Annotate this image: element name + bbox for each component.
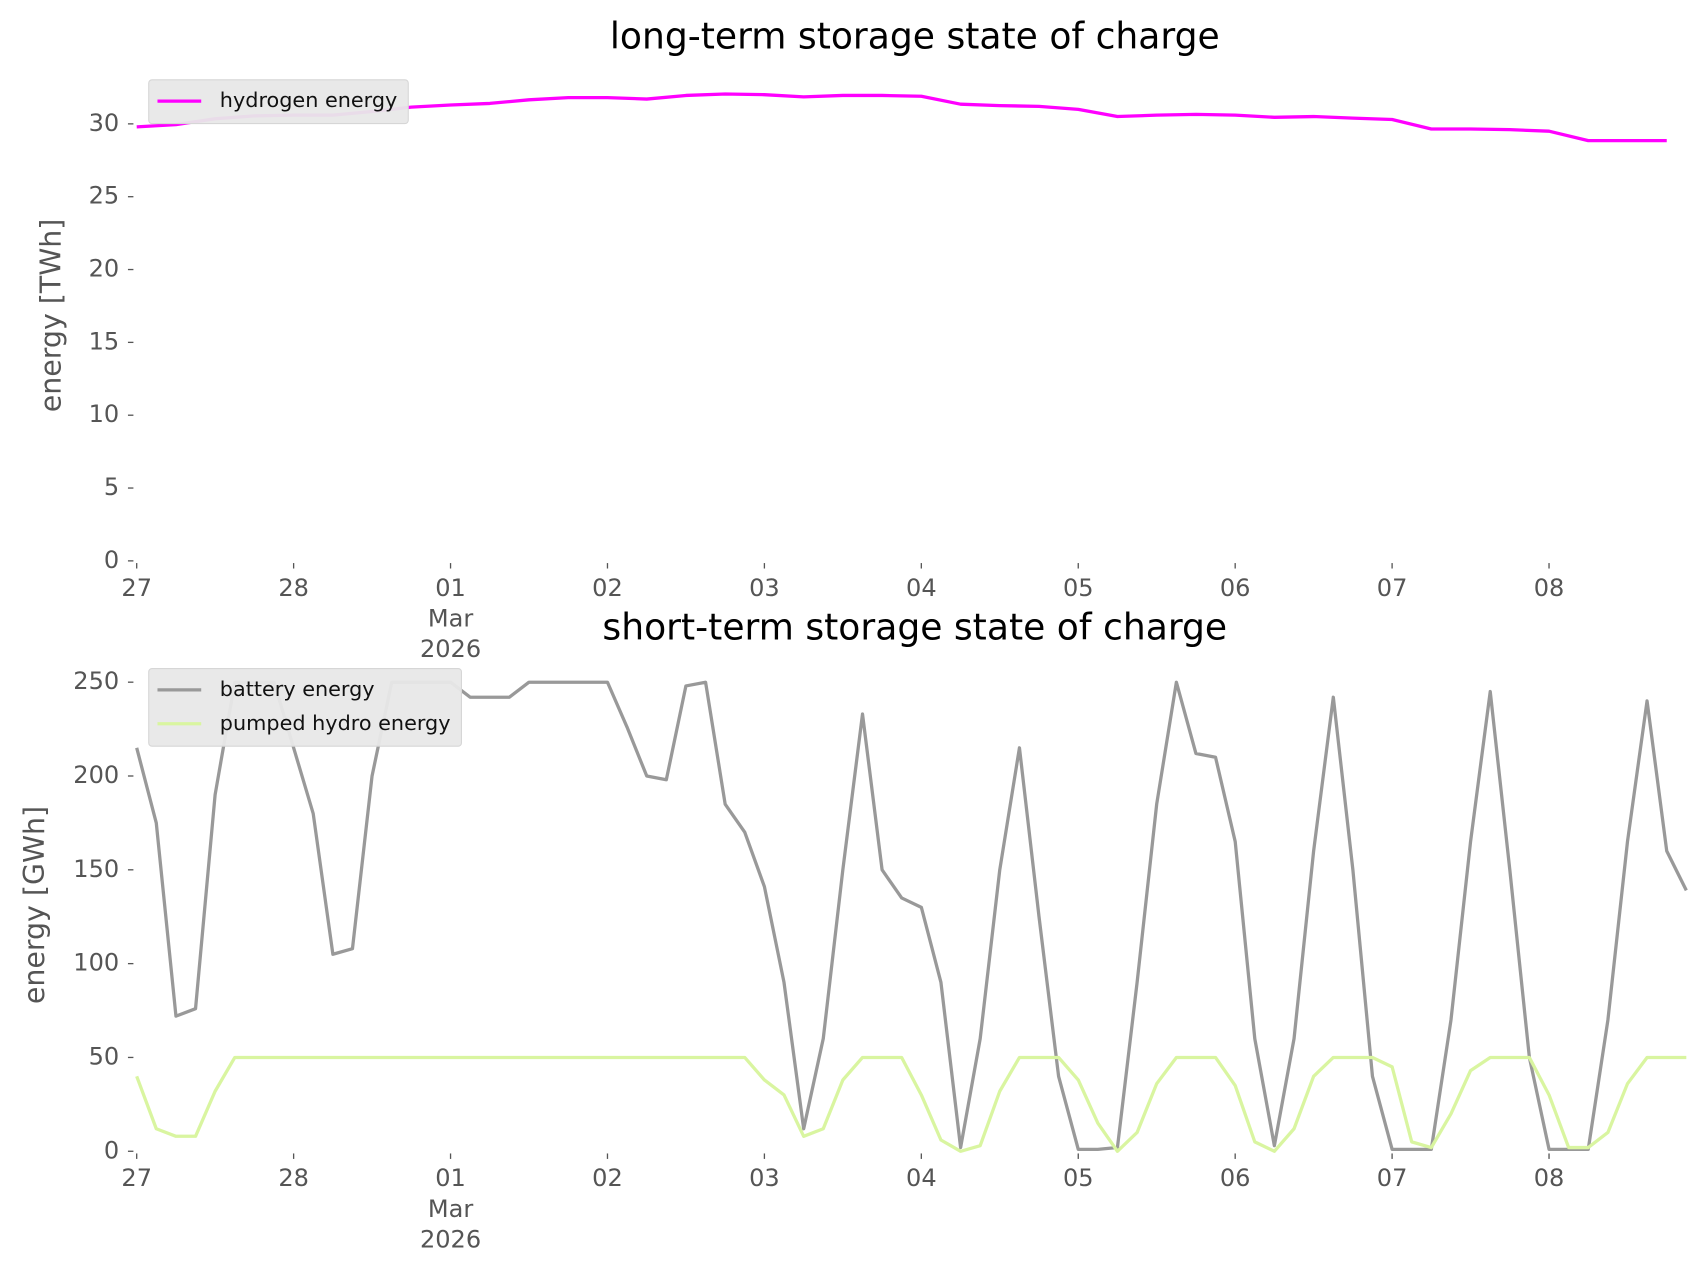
x-tick-label-line: 28 bbox=[278, 1164, 309, 1192]
x-tick-label: 27 bbox=[121, 574, 152, 602]
x-tick-label: 08 bbox=[1534, 574, 1565, 602]
x-tick-label: 06 bbox=[1220, 1164, 1251, 1192]
x-tick-label: 04 bbox=[906, 1164, 937, 1192]
y-tick-label: 30 bbox=[89, 109, 120, 137]
x-tick-label: 27 bbox=[121, 1164, 152, 1192]
x-tick-label-line: 07 bbox=[1377, 1164, 1408, 1192]
x-tick-label: 01 Mar 2026 bbox=[420, 1164, 481, 1253]
y-tick-label: 10 bbox=[89, 400, 120, 428]
x-tick-label: 04 bbox=[906, 574, 937, 602]
x-tick-label-line: 04 bbox=[906, 574, 937, 602]
y-tick-label: 25 bbox=[89, 182, 120, 210]
y-tick-label: 100 bbox=[73, 949, 119, 977]
x-tick-label: 02 bbox=[592, 1164, 623, 1192]
series-line bbox=[135, 1055, 1687, 1153]
x-tick-label: 28 bbox=[278, 574, 309, 602]
x-tick-label: 03 bbox=[749, 574, 780, 602]
x-tick-label: 08 bbox=[1534, 1164, 1565, 1192]
chart-title: short-term storage state of charge bbox=[602, 607, 1227, 649]
x-tick-label-line: 2026 bbox=[420, 635, 481, 663]
y-tick-label: 0 bbox=[104, 1136, 119, 1164]
y-tick-label: 20 bbox=[89, 255, 120, 283]
x-tick-label: 06 bbox=[1220, 574, 1251, 602]
x-tick-label: 28 bbox=[278, 1164, 309, 1192]
y-tick-label: 50 bbox=[89, 1042, 120, 1070]
x-tick-label: 07 bbox=[1377, 574, 1408, 602]
x-tick-label: 05 bbox=[1063, 1164, 1094, 1192]
x-tick-label-line: 05 bbox=[1063, 574, 1094, 602]
y-tick-label: 0 bbox=[104, 546, 119, 574]
x-tick-label: 03 bbox=[749, 1164, 780, 1192]
legend-label: pumped hydro energy bbox=[220, 711, 451, 735]
legend-label: hydrogen energy bbox=[220, 88, 398, 112]
y-tick-label: 200 bbox=[73, 761, 119, 789]
x-tick-label: 01 Mar 2026 bbox=[420, 574, 481, 663]
x-tick-label-line: 27 bbox=[121, 574, 152, 602]
legend-label: battery energy bbox=[220, 677, 375, 701]
legend-box bbox=[148, 668, 463, 747]
x-tick-label-line: 06 bbox=[1220, 574, 1251, 602]
legend-box bbox=[148, 79, 409, 125]
x-tick-label-line: 06 bbox=[1220, 1164, 1251, 1192]
y-tick-label: 15 bbox=[89, 327, 120, 355]
y-axis-label: energy [GWh] bbox=[18, 806, 51, 1004]
x-tick-label-line: 02 bbox=[592, 1164, 623, 1192]
x-tick-label-line: Mar bbox=[428, 1195, 473, 1223]
x-tick-label-line: 28 bbox=[278, 574, 309, 602]
y-axis-label: energy [TWh] bbox=[34, 219, 67, 413]
y-tick-label: 5 bbox=[104, 473, 119, 501]
x-tick-label-line: 03 bbox=[749, 574, 780, 602]
x-tick-label-line: Mar bbox=[428, 604, 473, 632]
x-tick-label-line: 01 bbox=[435, 574, 466, 602]
x-tick-label-line: 2026 bbox=[420, 1225, 481, 1253]
x-tick-label: 02 bbox=[592, 574, 623, 602]
x-tick-label: 05 bbox=[1063, 574, 1094, 602]
x-tick-label-line: 08 bbox=[1534, 1164, 1565, 1192]
chart-title: long-term storage state of charge bbox=[610, 15, 1220, 57]
y-tick-label: 250 bbox=[73, 667, 119, 695]
x-tick-label-line: 07 bbox=[1377, 574, 1408, 602]
x-tick-label-line: 05 bbox=[1063, 1164, 1094, 1192]
x-tick-label-line: 08 bbox=[1534, 574, 1565, 602]
x-tick-label-line: 02 bbox=[592, 574, 623, 602]
x-tick-label-line: 27 bbox=[121, 1164, 152, 1192]
x-tick-label: 07 bbox=[1377, 1164, 1408, 1192]
x-tick-label-line: 01 bbox=[435, 1164, 466, 1192]
x-tick-label-line: 04 bbox=[906, 1164, 937, 1192]
x-tick-label-line: 03 bbox=[749, 1164, 780, 1192]
y-tick-label: 150 bbox=[73, 855, 119, 883]
